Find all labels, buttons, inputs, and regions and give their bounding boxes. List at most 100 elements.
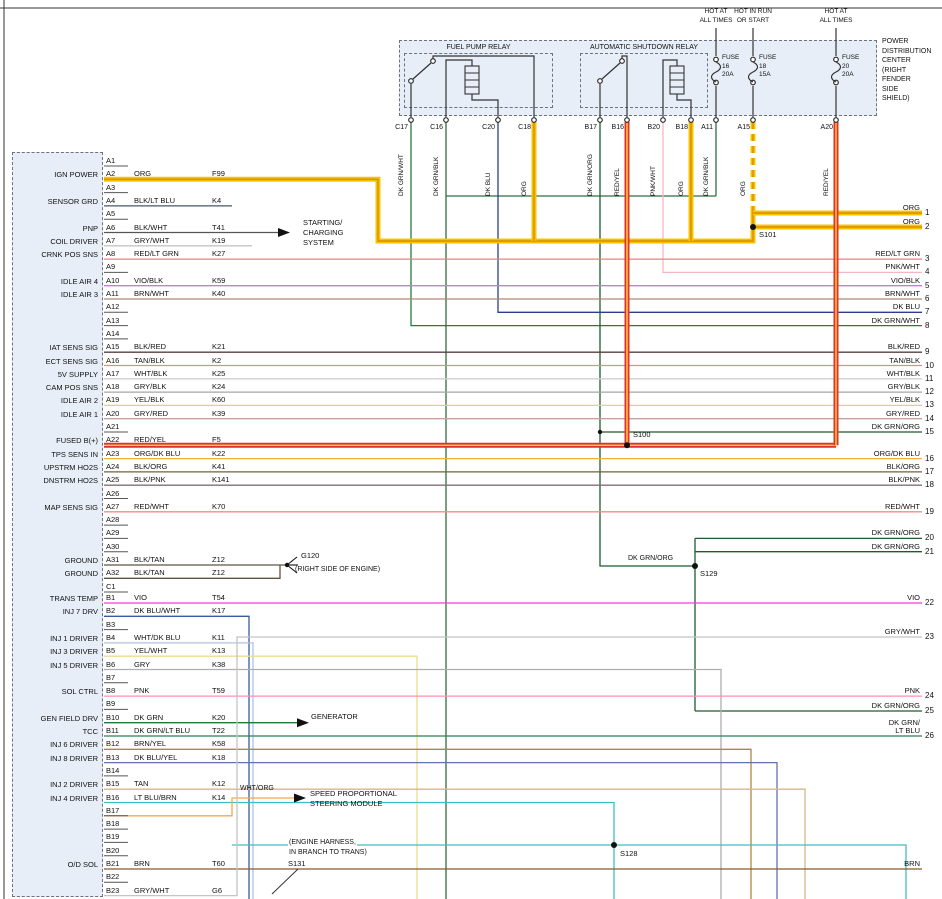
pdc-wire-color-label-A20: RED/YEL	[823, 168, 830, 196]
pcm-pin-circuit-A22: F5	[212, 435, 221, 445]
pcm-pin-circuit-A10: K59	[212, 275, 226, 285]
pcm-pin-id-A23: A23	[106, 448, 120, 458]
pcm-pin-id-B3: B3	[106, 619, 116, 629]
pcm-pin-id-B1: B1	[106, 593, 116, 602]
flow-arrow-icon	[297, 718, 309, 728]
pcm-pin-wire-B23: GRY/WHT	[134, 885, 170, 895]
pdc-pin-B17: B17	[584, 124, 597, 131]
pcm-label-5v-supply: 5V SUPPLY	[57, 369, 98, 379]
edge-number: 4	[925, 267, 930, 277]
edge-number: 23	[925, 632, 934, 641]
pcm-label-inj-8-driver: INJ 8 DRIVER	[50, 753, 98, 763]
edge-wire-label: BRN	[904, 859, 920, 868]
wire-dk-grn-wht	[410, 122, 922, 327]
pcm-pin-id-A10: A10	[106, 275, 120, 285]
g120-label: G120	[301, 551, 320, 560]
edge-wire-label: BLK/RED	[887, 342, 920, 352]
splice-s101-label: S101	[759, 230, 777, 239]
pcm-pin-wire-B4: WHT/DK BLU	[134, 632, 181, 642]
pcm-pin-circuit-A23: K22	[212, 448, 226, 458]
edge-number: 10	[925, 360, 934, 370]
pdc-terminal-B16	[624, 117, 630, 123]
edge-wire-label: RED/LT GRN	[875, 249, 920, 259]
hot-label: OR START	[736, 16, 770, 24]
pcm-pin-circuit-A11: K40	[212, 289, 226, 298]
pcm-label-trans-temp: TRANS TEMP	[49, 594, 98, 603]
pcm-pin-id-B10: B10	[106, 712, 120, 722]
pdc-title-line: FENDER	[882, 76, 911, 83]
pcm-label-inj-7-drv: INJ 7 DRV	[62, 607, 98, 617]
pdc-terminal-B20	[660, 117, 666, 123]
edge-wire-label: RED/WHT	[885, 501, 920, 511]
pcm-pin-id-B19: B19	[106, 832, 120, 842]
pdc-wire-color-label-B18: ORG	[678, 181, 685, 196]
wire-wht-org	[104, 797, 294, 817]
pdc-terminal-A11	[713, 117, 719, 123]
wire-gry-wht	[104, 636, 922, 897]
wire-lt-blu-brn	[104, 801, 615, 899]
pcm-pin-circuit-A25: K141	[212, 475, 230, 485]
edge-number: 26	[925, 731, 934, 740]
edge-number: 15	[925, 427, 934, 436]
edge-number: 8	[925, 320, 930, 330]
pcm-pin-circuit-B8: T59	[212, 686, 225, 696]
pcm-label-inj-4-driver: INJ 4 DRIVER	[50, 793, 98, 803]
pcm-label-dnstrm-ho2s: DNSTRM HO2S	[43, 476, 98, 486]
pcm-pin-id-C1: C1	[106, 582, 116, 591]
pcm-pin-circuit-B12: K58	[212, 739, 226, 749]
hot-label: HOT AT	[824, 8, 848, 15]
pcm-pin-id-A14: A14	[106, 328, 120, 338]
relay-coil-lead	[471, 94, 499, 108]
pdc-terminal-A15	[750, 117, 756, 123]
pcm-pin-id-B21: B21	[106, 859, 120, 868]
pdc-title-line: CENTER	[882, 57, 911, 64]
pcm-pin-wire-B21: BRN	[134, 859, 150, 868]
pcm-pin-circuit-B15: K12	[212, 779, 226, 789]
pcm-pin-wire-B10: DK GRN	[134, 712, 164, 722]
pcm-label-cam-pos-sns: CAM POS SNS	[45, 383, 98, 393]
pcm-pin-id-A17: A17	[106, 368, 120, 378]
pcm-pin-circuit-B4: K11	[212, 632, 225, 642]
pcm-pin-circuit-A19: K60	[212, 395, 226, 405]
edge-wire-label: BLK/PNK	[888, 475, 920, 485]
pcm-label-ground: GROUND	[64, 556, 98, 565]
wire-brn-yel	[104, 748, 752, 899]
flow-arrow-icon	[294, 793, 306, 803]
pcm-pin-wire-A16: TAN/BLK	[134, 355, 165, 365]
edge-number: 20	[925, 533, 934, 543]
fuse-label: 20A	[842, 71, 854, 78]
pcm-pin-id-B18: B18	[106, 819, 120, 829]
pdc-terminal-C18	[531, 117, 537, 123]
generator-label: GENERATOR	[311, 712, 358, 721]
pcm-pin-id-B13: B13	[106, 752, 120, 762]
wire-dk-blu	[497, 122, 922, 313]
pcm-pin-id-A8: A8	[106, 249, 116, 259]
pcm-label-ign-power: IGN POWER	[54, 170, 98, 180]
pdc-title-line: SIDE	[882, 85, 899, 93]
pdc-terminal-C20	[495, 117, 501, 123]
pcm-pin-id-B11: B11	[106, 726, 119, 735]
edge-wire-label: GRY/WHT	[884, 627, 920, 636]
relay-coil-lead	[445, 59, 473, 108]
pcm-pin-wire-A15: BLK/RED	[134, 342, 167, 352]
pcm-label-sensor-grd: SENSOR GRD	[47, 196, 98, 206]
pcm-pin-wire-B16: LT BLU/BRN	[134, 792, 177, 802]
pdc-pin-C20: C20	[482, 124, 495, 131]
pcm-pin-id-B17: B17	[106, 805, 120, 815]
fuse-terminal	[833, 56, 839, 63]
pcm-pin-id-A6: A6	[106, 222, 116, 232]
edge-wire-label: DK GRN/ORG	[871, 701, 920, 710]
edge-wire-label: DK GRN/ORG	[871, 422, 920, 431]
pdc-title-line: DISTRIBUTION	[882, 47, 932, 55]
edge-wire-label: DK GRN/ORG	[871, 528, 920, 538]
fuse-label: 20A	[722, 71, 734, 78]
pcm-pin-id-A12: A12	[106, 302, 120, 312]
pcm-pin-id-A31: A31	[106, 555, 120, 564]
pcm-pin-circuit-A31: Z12	[212, 555, 225, 564]
relay-coil-lead	[662, 59, 678, 108]
pdc-pin-A20: A20	[820, 124, 833, 131]
fuse-terminal	[750, 56, 756, 63]
edge-number: 17	[925, 466, 934, 476]
fuse-label: 18	[759, 62, 767, 70]
